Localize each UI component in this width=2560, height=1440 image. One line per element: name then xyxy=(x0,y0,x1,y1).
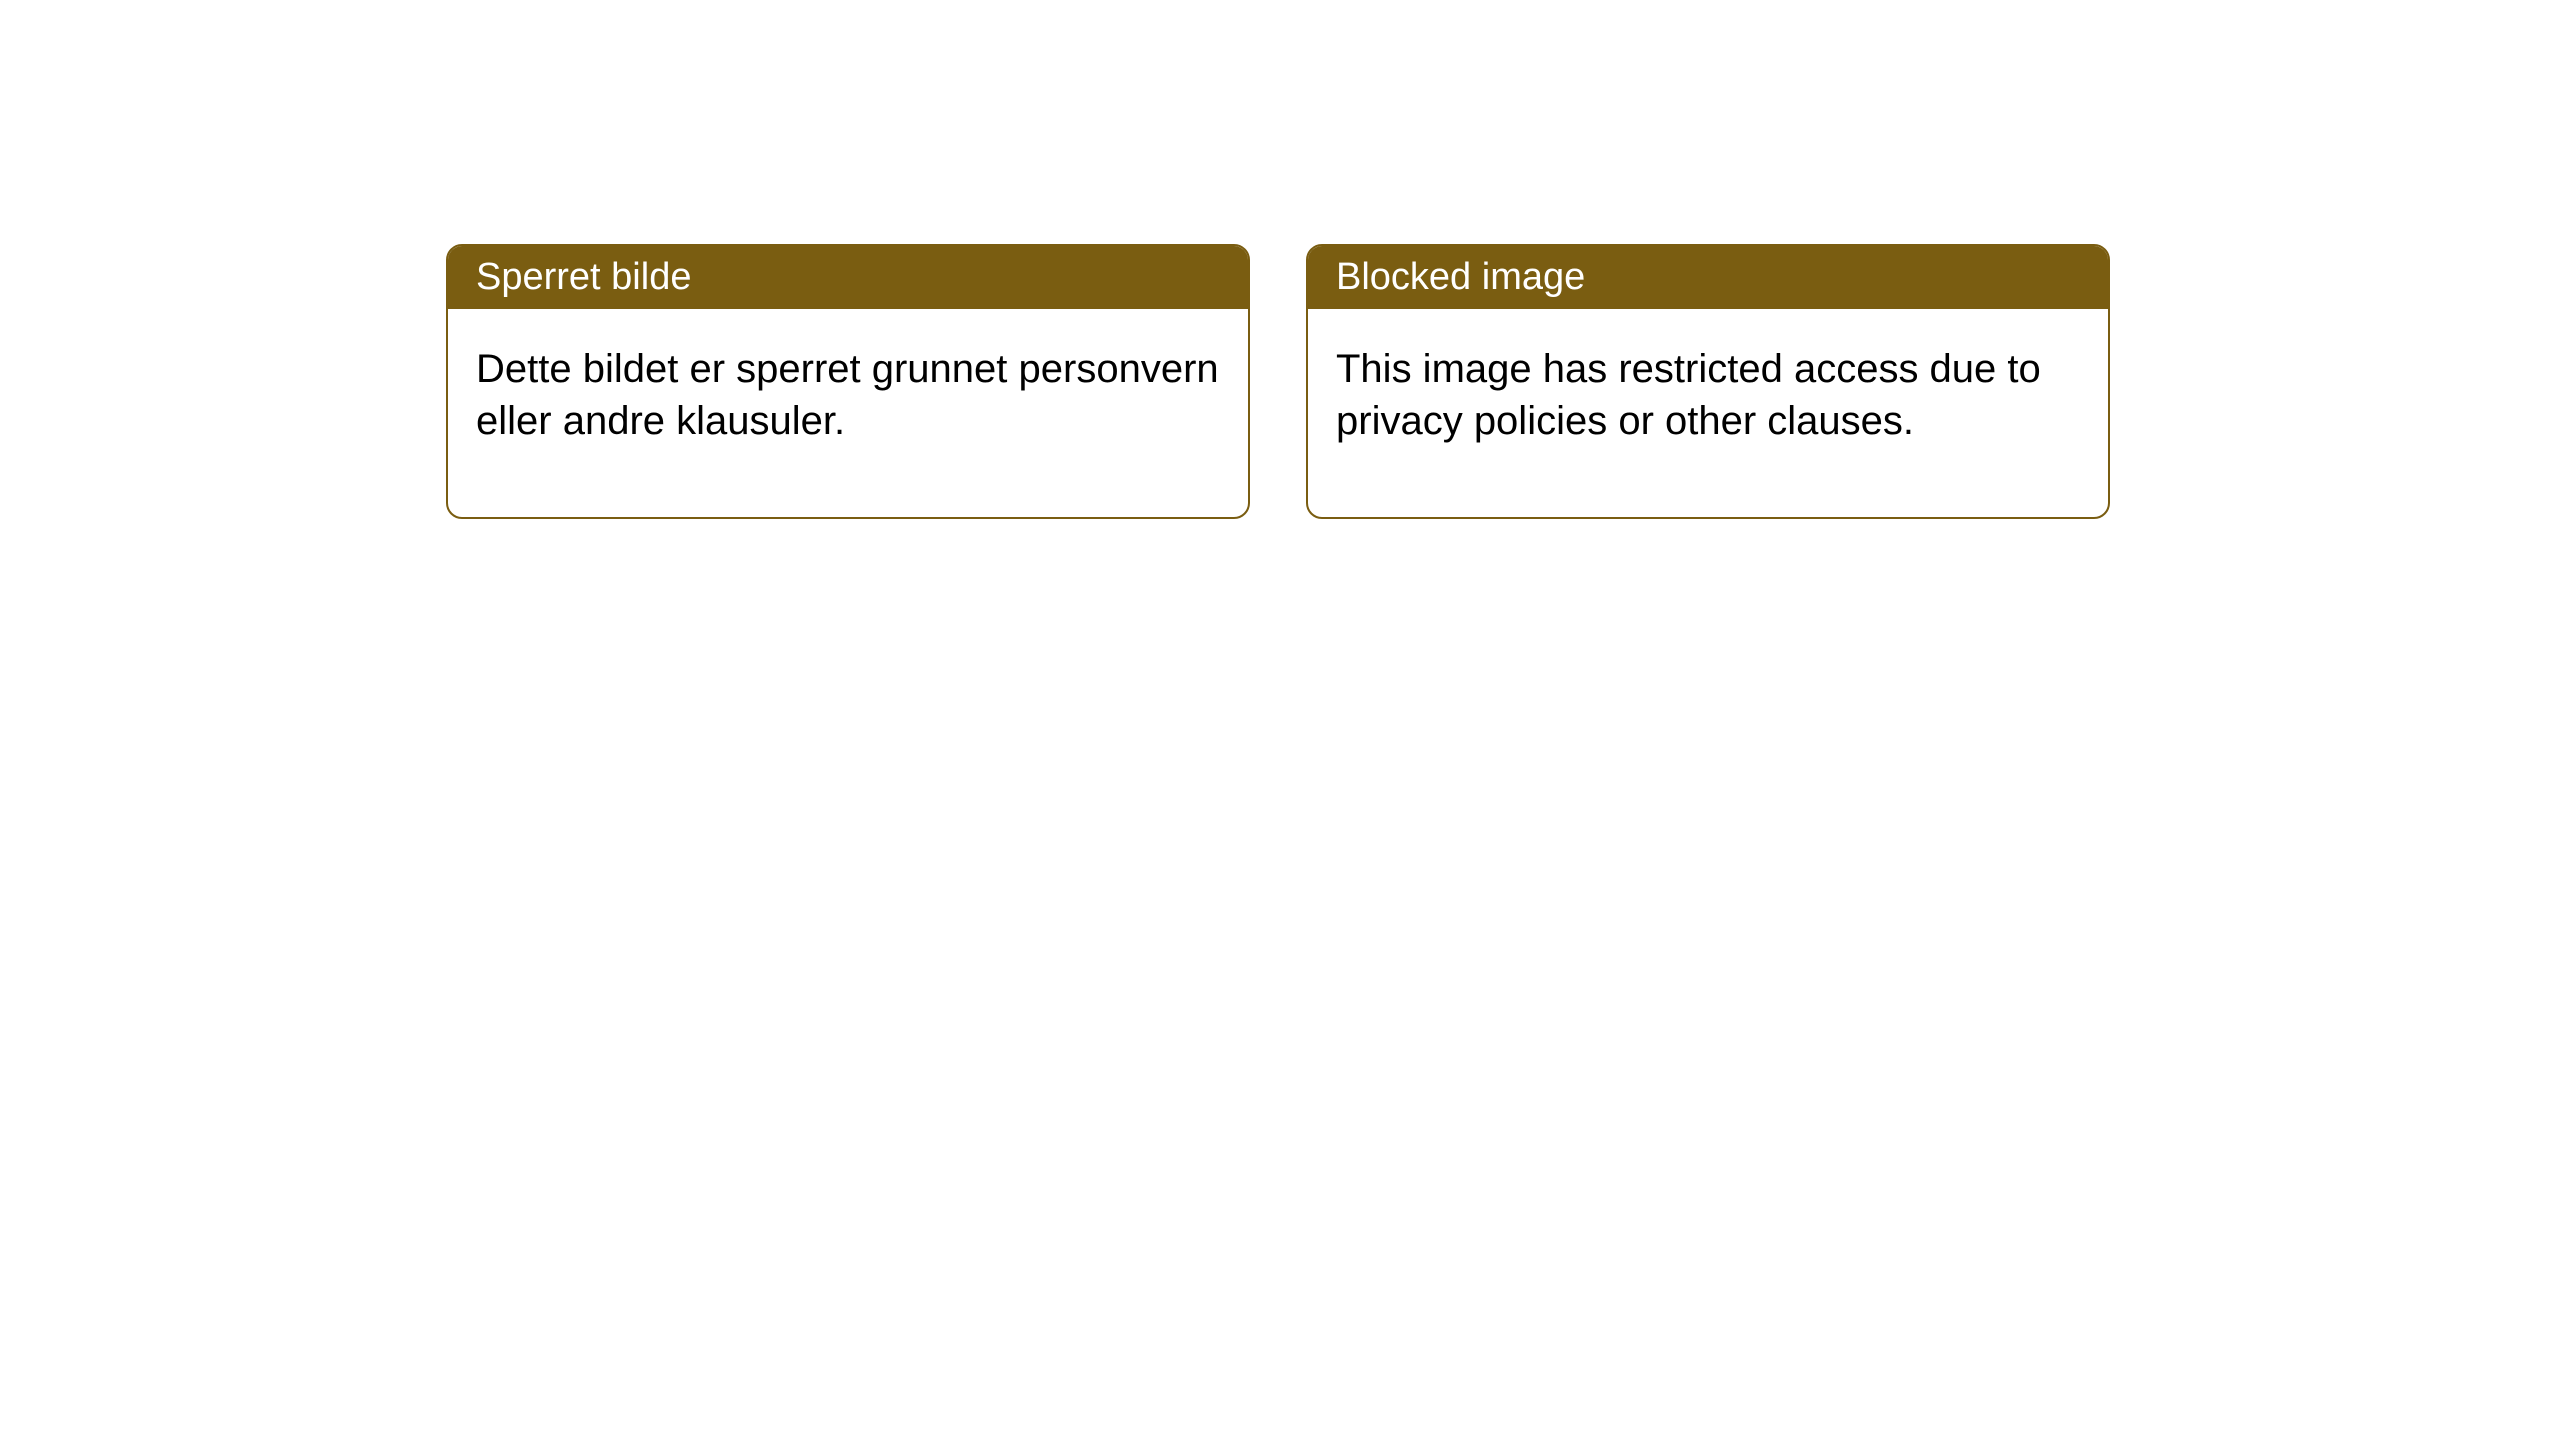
notice-card-body: This image has restricted access due to … xyxy=(1308,309,2108,517)
notice-title: Sperret bilde xyxy=(476,256,691,298)
notice-card-body: Dette bildet er sperret grunnet personve… xyxy=(448,309,1248,517)
notice-text: Dette bildet er sperret grunnet personve… xyxy=(476,347,1219,443)
notice-title: Blocked image xyxy=(1336,256,1585,298)
notice-card-norwegian: Sperret bilde Dette bildet er sperret gr… xyxy=(446,244,1250,519)
notice-card-english: Blocked image This image has restricted … xyxy=(1306,244,2110,519)
notice-card-header: Blocked image xyxy=(1308,246,2108,309)
notice-text: This image has restricted access due to … xyxy=(1336,347,2041,443)
notice-card-header: Sperret bilde xyxy=(448,246,1248,309)
notice-container: Sperret bilde Dette bildet er sperret gr… xyxy=(446,244,2110,519)
